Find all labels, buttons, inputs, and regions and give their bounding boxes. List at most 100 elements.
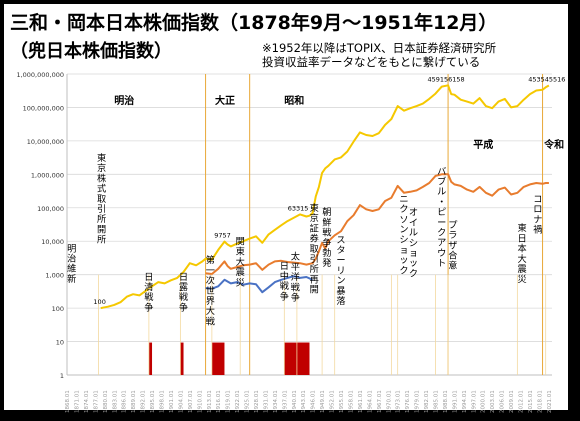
event-label: 日露戦争 [179,272,188,314]
x-tick-label: 1922.01 [235,390,241,413]
y-axis-ticks: 1 10 100 1,000 10,000 100,000 1,000,000 10,000,… [16,71,64,380]
x-tick-label: 1886.01 [122,390,128,413]
chart-frame: 1 10 100 1,000 10,000 100,000 1,000,000 10,000,… [1,1,571,413]
series-layer [100,84,550,310]
era-lines [205,74,544,375]
event-label: 関東大震災 [236,236,245,288]
era-label: 昭和 [284,94,304,107]
event-label: 太平洋戦争 [291,251,300,304]
y-tick-label: 10,000,000 [27,138,64,146]
era-label: 大正 [215,94,235,107]
war-period-bar [148,342,153,375]
y-tick-label: 10 [56,339,64,347]
x-tick-label: 2000.01 [481,390,487,413]
event-label: 日清戦争 [144,272,153,314]
x-tick-label: 2018.01 [537,390,543,413]
war-period-bar [211,342,225,375]
x-tick-label: 1994.01 [462,390,468,413]
y-tick-label: 1,000,000 [31,171,64,179]
war-period-bar [180,342,184,375]
x-tick-label: 1958.01 [348,390,354,413]
x-tick-label: 1976.01 [405,390,411,413]
x-tick-label: 1982.01 [424,390,430,413]
x-tick-label: 1949.01 [320,390,326,413]
x-tick-label: 1934.01 [273,390,279,413]
series-line-price_index [100,84,550,310]
x-tick-label: 1892.01 [141,390,147,413]
chart-note-line1: ※1952年以降はTOPIX、日本証券経済研究所 [262,41,497,55]
event-label: 東京証券取引所再開 [310,202,319,296]
x-tick-label: 1910.01 [197,390,203,413]
peak-value-label: 459156158 [427,75,464,83]
x-tick-label: 1943.01 [301,390,307,413]
war-period-bar [296,342,310,375]
event-label: 日中戦争 [280,261,289,303]
event-label: ニクソンショック [399,194,408,276]
y-tick-label: 100,000,000 [23,104,64,112]
x-tick-label: 2009.01 [509,390,515,413]
series-line-orange_index [205,173,549,275]
peak-value-label: 100 [93,298,105,306]
event-label: 東京株式取引所開所 [97,152,106,246]
x-tick-label: 1973.01 [396,390,402,413]
x-tick-label: 1928.01 [254,390,260,413]
x-tick-label: 1916.01 [216,390,222,413]
chart-subtitle: （兜日本株価指数） [10,40,172,62]
x-tick-label: 1997.01 [471,390,477,413]
x-tick-label: 1946.01 [311,390,317,413]
event-label: 明治維新 [67,243,76,285]
x-tick-label: 1919.01 [226,390,232,413]
peak-labels: 100 9757 63315 459156158 453545516 [93,75,565,306]
event-label: 朝鮮戦争勃発 [322,207,331,269]
x-tick-label: 1940.01 [292,390,298,413]
x-tick-label: 2015.01 [528,390,534,413]
x-tick-label: 1970.01 [386,390,392,413]
y-tick-label: 100 [52,305,64,313]
x-tick-label: 1889.01 [131,390,137,413]
x-tick-label: 1874.01 [84,390,90,413]
x-tick-label: 1883.01 [112,390,118,413]
x-tick-label: 1937.01 [282,390,288,413]
y-tick-label: 10,000 [41,238,64,246]
era-label: 令和 [543,138,564,151]
x-tick-label: 1952.01 [330,390,336,413]
x-tick-label: 1961.01 [358,390,364,413]
x-tick-label: 1913.01 [207,390,213,413]
event-lines [98,274,547,375]
x-tick-label: 1988.01 [443,390,449,413]
war-bars [148,342,310,375]
stock-index-chart: 1 10 100 1,000 10,000 100,000 1,000,000 10,000,… [10,11,565,413]
x-tick-label: 1991.01 [452,390,458,413]
y-tick-label: 1,000,000,000 [16,71,64,79]
x-tick-label: 1880.01 [103,390,109,413]
x-tick-label: 1877.01 [93,390,99,413]
event-label: スターリン暴落 [336,235,345,307]
peak-value-label: 453545516 [528,75,565,83]
event-label: バブル・ピークアウト [437,166,446,269]
era-label: 明治 [114,94,134,107]
x-tick-label: 1901.01 [169,390,175,413]
x-tick-label: 1898.01 [160,390,166,413]
series-line-blue_index [205,275,314,294]
x-tick-label: 1895.01 [150,390,156,413]
event-label: 東日本大震災 [517,222,526,285]
x-tick-label: 1979.01 [415,390,421,413]
event-label: コロナ禍 [533,194,542,236]
peak-value-label: 9757 [214,232,231,240]
event-label: オイルショック [409,207,418,279]
x-tick-label: 2021.01 [547,390,553,413]
event-label: 第一次世界大戦 [206,254,215,327]
x-tick-label: 2012.01 [519,390,525,413]
x-tick-label: 1871.01 [74,390,80,413]
x-tick-label: 1868.01 [65,390,71,413]
peak-value-label: 63315 [288,204,309,212]
grid [66,73,552,376]
x-tick-label: 2003.01 [490,390,496,413]
x-tick-label: 1925.01 [245,390,251,413]
x-tick-label: 2006.01 [500,390,506,413]
x-tick-label: 1967.01 [377,390,383,413]
era-label: 平成 [473,138,493,151]
x-tick-label: 1964.01 [367,390,373,413]
